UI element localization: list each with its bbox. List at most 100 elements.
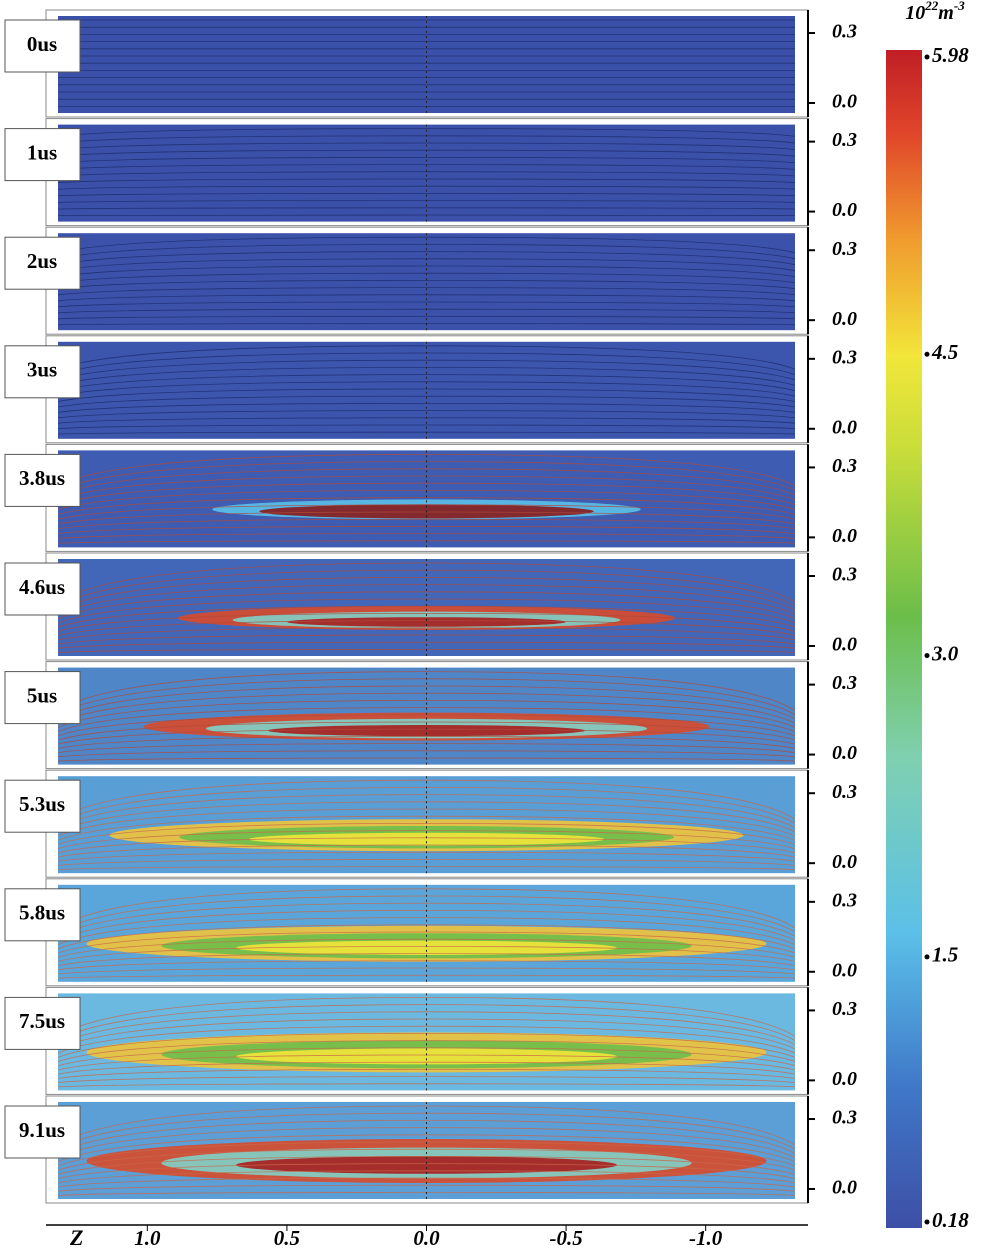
unit-exp: 22: [924, 0, 939, 13]
field-line: [57, 830, 796, 849]
colorbar-tick-label: 4.5: [931, 340, 958, 364]
field-line: [57, 301, 796, 308]
field-line: [57, 1105, 796, 1146]
field-line: [57, 1076, 796, 1083]
panel-label-box: [4, 562, 81, 616]
field-line: [57, 612, 796, 632]
field-line: [57, 779, 796, 820]
field-line: [57, 591, 796, 620]
panel: 0.0 0.3 0us: [4, 9, 857, 118]
panel-label: 0us: [27, 32, 57, 56]
plasma-region: [268, 724, 585, 737]
x-tick-label: 0.0: [413, 1226, 440, 1250]
panel: 0.0 0.3 5us: [4, 661, 857, 770]
panel-label: 7.5us: [19, 1009, 65, 1033]
field-line: [57, 424, 796, 429]
y-tick-label: 0.3: [832, 672, 857, 694]
field-line: [57, 518, 796, 530]
field-line: [57, 178, 796, 183]
plasma-region: [248, 832, 605, 846]
field-line: [57, 1148, 796, 1171]
x-axis-label: Z: [69, 1225, 83, 1250]
field-line: [57, 1184, 796, 1192]
field-line: [57, 888, 796, 929]
field-line: [57, 938, 796, 958]
y-tick-label: 0.3: [832, 129, 857, 151]
field-line: [57, 750, 796, 758]
panel: 0.0 0.3 5.3us: [4, 769, 857, 878]
panel: 0.0 0.3 7.5us: [4, 986, 857, 1095]
field-line: [57, 917, 796, 945]
plasma-region: [236, 940, 617, 955]
field-line: [57, 996, 796, 1037]
field-line: [57, 453, 796, 486]
y-tick-label: 0.3: [832, 455, 857, 477]
y-tick-label: 0.3: [832, 21, 857, 43]
field-line: [57, 671, 796, 711]
field-line: [57, 1061, 796, 1075]
field-line: [57, 562, 796, 603]
field-line: [57, 482, 796, 506]
field-line: [57, 685, 796, 720]
y-tick-label: 0.3: [832, 346, 857, 368]
x-tick-label: 1.0: [134, 1226, 161, 1250]
field-line: [57, 279, 796, 290]
field: [58, 16, 795, 113]
field-line: [57, 265, 796, 278]
unit-exp: -3: [954, 0, 965, 13]
y-tick-label: 0.0: [832, 1068, 857, 1090]
field-line: [57, 735, 796, 749]
panel-label: 1us: [27, 140, 57, 164]
field-line: [57, 142, 796, 150]
panel-label: 5.8us: [19, 901, 65, 925]
field-line: [57, 504, 796, 520]
colorbar: [886, 50, 922, 1228]
field-line: [57, 1134, 796, 1163]
y-tick-label: 0.3: [832, 238, 857, 260]
panel: 0.0 0.3 4.6us: [4, 552, 857, 661]
field-line: [57, 953, 796, 966]
x-tick-label: -0.5: [549, 1226, 582, 1250]
x-tick-label: 0.5: [274, 1226, 300, 1250]
panel: 0.0 0.3 3us: [4, 335, 857, 444]
colorbar-tick-label: 0.18: [932, 1208, 969, 1232]
field-line: [57, 1170, 796, 1184]
plasma-region: [236, 1048, 617, 1065]
panel: 0.0 0.3 9.1us: [4, 1095, 857, 1204]
field-line: [57, 192, 796, 197]
field-line: [57, 822, 796, 845]
field-line: [57, 931, 796, 954]
colorbar-tick: [924, 1219, 930, 1225]
y-tick-label: 0.3: [832, 998, 857, 1020]
field-line: [57, 1025, 796, 1054]
panel-label-box: [4, 453, 81, 507]
panel-label: 3us: [27, 358, 57, 382]
y-tick-label: 0.0: [832, 959, 857, 981]
field-line: [57, 128, 796, 137]
x-tick-label: -1.0: [689, 1226, 723, 1250]
field-line: [57, 410, 796, 419]
field-line: [57, 844, 796, 858]
field-line: [57, 1040, 796, 1062]
field-line: [57, 388, 796, 402]
field-line: [57, 576, 796, 611]
field: [58, 450, 795, 548]
y-tick-label: 0.0: [832, 634, 857, 656]
field: [58, 233, 795, 331]
y-tick-label: 0.0: [832, 742, 857, 764]
field-line: [57, 967, 796, 975]
field-line: [57, 1155, 796, 1175]
panel-label: 5us: [27, 683, 57, 707]
panel: 0.0 0.3 1us: [4, 118, 857, 227]
y-tick-label: 0.0: [832, 199, 857, 221]
panel-label-box: [4, 128, 81, 182]
y-tick-label: 0.0: [832, 308, 857, 330]
panel-label-box: [4, 19, 81, 73]
field-line: [57, 236, 796, 254]
field-line: [57, 699, 796, 728]
unit: m: [938, 2, 954, 24]
panel-label: 4.6us: [19, 575, 65, 599]
plasma-region: [287, 617, 566, 627]
field-line: [57, 641, 796, 649]
field-line: [57, 902, 796, 937]
